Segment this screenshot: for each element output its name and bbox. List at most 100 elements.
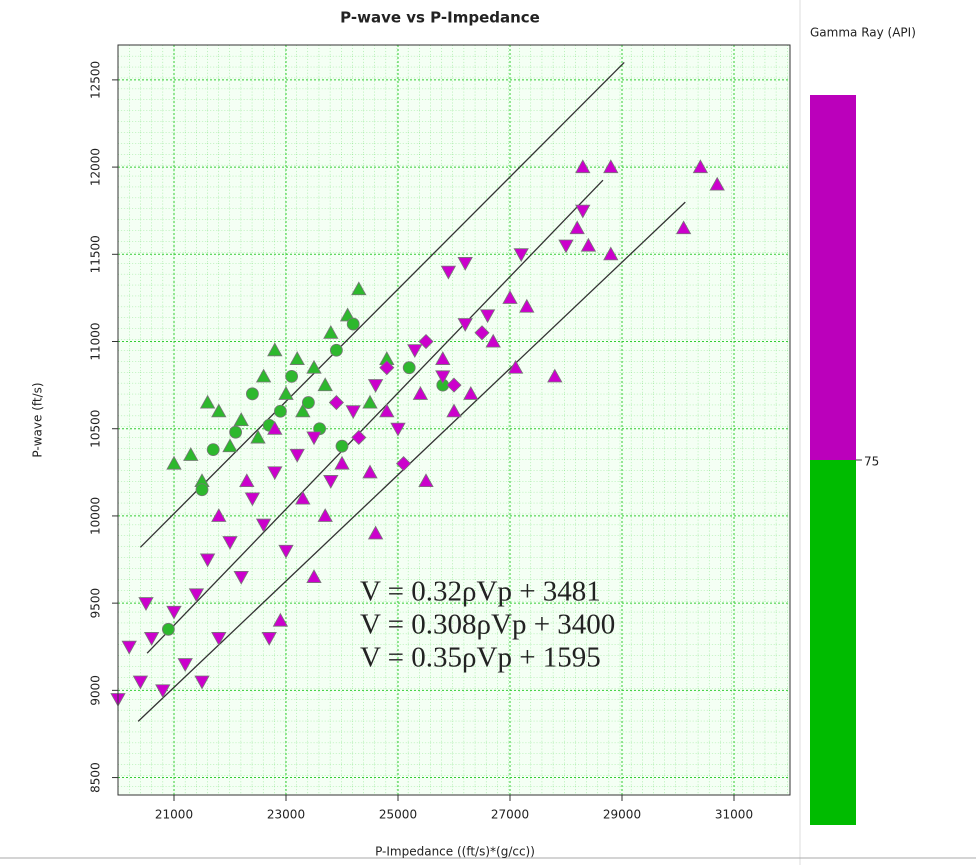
y-tick-label: 8500 [89,762,103,793]
colorbar-tick-label: 75 [864,455,879,469]
trend-line [146,179,604,654]
equation: V = 0.308ρVp + 3400 [360,609,615,641]
point [507,359,524,374]
point [446,403,462,418]
point [278,544,294,559]
point [273,404,287,418]
point [267,342,283,357]
point [289,448,305,463]
point [323,475,339,489]
point [166,605,182,620]
point [396,456,412,472]
x-tick-label: 31000 [715,808,753,822]
point [390,422,406,437]
point [138,597,154,611]
point [195,483,209,497]
point [317,377,333,392]
point [328,394,344,411]
y-tick-label: 10000 [89,497,103,535]
trend-line [139,61,625,548]
point [575,204,591,219]
point [603,159,619,174]
y-tick-label: 11000 [89,322,103,360]
point [278,386,294,400]
point [457,318,473,332]
point [346,317,360,331]
point [121,640,137,655]
point [285,369,299,383]
point [362,464,378,479]
point [245,387,259,401]
point [418,333,434,350]
point [267,466,283,481]
point [161,622,175,636]
point [239,473,255,488]
y-axis-label: P-wave (ft/s) [31,382,45,457]
point [301,396,315,409]
point [485,333,501,348]
point [222,438,238,453]
point [457,257,473,271]
point [155,684,171,699]
point [211,632,227,646]
point [446,377,462,393]
x-tick-label: 21000 [155,808,193,822]
point [199,394,216,409]
point [603,246,619,261]
y-tick-label: 12500 [89,61,103,99]
point [502,290,518,304]
point [412,386,429,400]
point [329,343,343,357]
plot-frame [117,44,791,796]
point [440,265,457,280]
y-tick-label: 9000 [89,675,103,706]
point [479,309,496,324]
point [272,612,289,627]
colorbar-low [810,460,856,825]
point [255,368,272,383]
point [199,553,216,568]
x-tick-label: 27000 [491,808,529,822]
point [463,386,479,400]
x-tick-label: 29000 [603,808,641,822]
point [295,403,311,418]
point [339,307,356,322]
chart-title: P-wave vs P-Impedance [340,9,540,27]
point [183,447,199,461]
point [267,420,283,435]
point [233,570,249,585]
point [345,405,361,420]
point [317,508,333,522]
point [250,429,266,444]
x-tick-label: 25000 [379,808,417,822]
point [306,431,322,446]
plot-layer [110,45,790,795]
point [334,455,350,470]
point [335,439,349,453]
x-tick-label: 23000 [267,808,305,822]
y-tick-label: 10500 [89,410,103,448]
point [222,536,238,550]
point [367,525,384,540]
point [233,412,249,426]
colorbar-high [810,95,856,460]
point [362,394,378,409]
point [407,344,423,359]
point [418,473,434,488]
point [547,368,563,383]
point [519,298,535,313]
point [569,220,585,235]
equation: V = 0.32ρVp + 3481 [360,576,601,608]
point [575,159,591,174]
point [194,675,210,690]
point [143,632,160,646]
point [306,359,322,374]
point [206,443,220,457]
minor-grid [118,45,790,795]
point [558,239,574,254]
point [166,455,182,470]
point [244,492,261,507]
trend-line [137,201,686,722]
point [323,324,339,339]
